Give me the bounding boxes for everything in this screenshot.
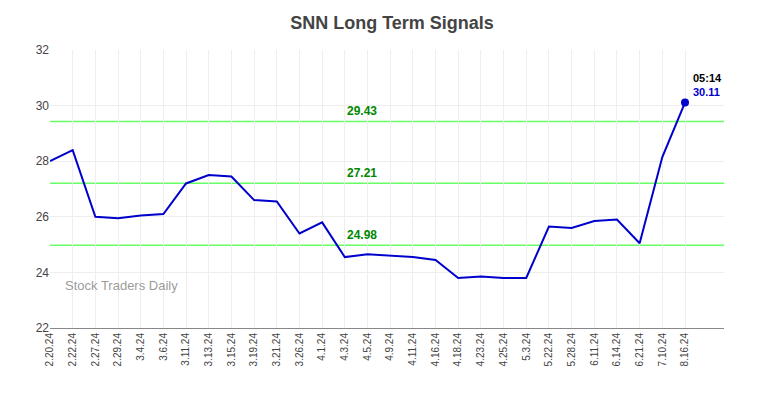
svg-text:4.3.24: 4.3.24	[339, 333, 350, 361]
svg-text:3.19.24: 3.19.24	[248, 333, 259, 367]
svg-text:32: 32	[36, 43, 50, 57]
svg-text:4.18.24: 4.18.24	[452, 333, 463, 367]
svg-text:8.16.24: 8.16.24	[679, 333, 690, 367]
svg-text:3.21.24: 3.21.24	[271, 333, 282, 367]
svg-text:22: 22	[36, 321, 50, 335]
svg-text:24.98: 24.98	[347, 228, 377, 242]
svg-text:6.21.24: 6.21.24	[634, 333, 645, 367]
svg-text:4.9.24: 4.9.24	[384, 333, 395, 361]
svg-text:SNN Long Term Signals: SNN Long Term Signals	[290, 13, 494, 33]
svg-text:Stock Traders Daily: Stock Traders Daily	[65, 278, 178, 293]
svg-text:3.11.24: 3.11.24	[180, 333, 191, 366]
svg-text:4.23.24: 4.23.24	[475, 333, 486, 367]
svg-text:3.26.24: 3.26.24	[294, 333, 305, 367]
svg-text:2.27.24: 2.27.24	[90, 333, 101, 367]
svg-text:3.4.24: 3.4.24	[135, 333, 146, 361]
svg-text:5.3.24: 5.3.24	[521, 333, 532, 361]
svg-text:2.20.24: 2.20.24	[44, 333, 55, 367]
svg-text:5.28.24: 5.28.24	[566, 333, 577, 367]
svg-text:3.6.24: 3.6.24	[158, 333, 169, 361]
svg-text:4.11.24: 4.11.24	[407, 333, 418, 366]
svg-text:4.16.24: 4.16.24	[430, 333, 441, 367]
svg-text:05:14: 05:14	[693, 72, 722, 84]
svg-text:4.5.24: 4.5.24	[362, 333, 373, 361]
svg-text:26: 26	[36, 210, 50, 224]
svg-text:7.10.24: 7.10.24	[657, 333, 668, 367]
svg-text:5.22.24: 5.22.24	[543, 333, 554, 367]
svg-text:3.13.24: 3.13.24	[203, 333, 214, 367]
svg-text:4.25.24: 4.25.24	[498, 333, 509, 367]
svg-text:2.29.24: 2.29.24	[112, 333, 123, 367]
svg-text:4.1.24: 4.1.24	[316, 333, 327, 361]
svg-text:30: 30	[36, 99, 50, 113]
svg-text:27.21: 27.21	[347, 166, 377, 180]
svg-text:29.43: 29.43	[347, 104, 377, 118]
svg-text:6.14.24: 6.14.24	[611, 333, 622, 367]
svg-text:3.15.24: 3.15.24	[226, 333, 237, 367]
svg-text:6.11.24: 6.11.24	[589, 333, 600, 366]
svg-text:28: 28	[36, 154, 50, 168]
svg-text:30.11: 30.11	[693, 86, 720, 98]
svg-text:2.22.24: 2.22.24	[67, 333, 78, 367]
svg-text:24: 24	[36, 266, 50, 280]
